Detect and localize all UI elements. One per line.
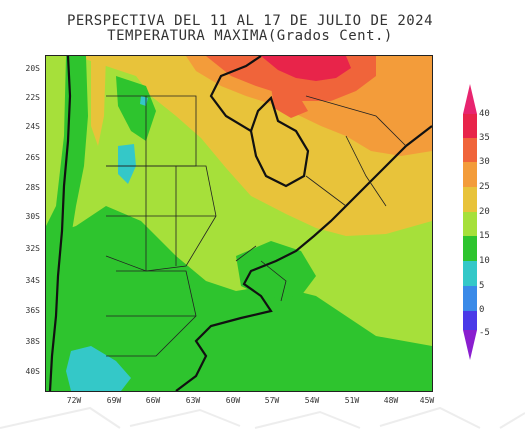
colorbar-band-0 xyxy=(463,311,477,330)
lat-label: 24S xyxy=(25,122,40,131)
colorbar-band-40 xyxy=(463,114,477,138)
lon-label: 72W xyxy=(66,396,82,405)
field-red xyxy=(261,56,351,81)
lon-label: 69W xyxy=(106,396,122,405)
lon-label: 60W xyxy=(225,396,241,405)
colorbar-label: 25 xyxy=(479,182,490,192)
colorbar-top-arrow xyxy=(463,84,477,114)
lat-label: 30S xyxy=(25,212,40,221)
colorbar-label: 5 xyxy=(479,281,485,291)
field-cyan-north xyxy=(118,144,136,184)
temperature-map xyxy=(45,55,433,392)
map-title-line2: TEMPERATURA MAXIMA(Grados Cent.) xyxy=(107,28,393,44)
lon-label: 45W xyxy=(419,396,435,405)
lon-label: 63W xyxy=(185,396,201,405)
lat-label: 32S xyxy=(25,244,40,253)
colorbar-label: 30 xyxy=(479,157,490,167)
colorbar-label: 0 xyxy=(479,305,485,315)
field-green-south xyxy=(46,206,432,391)
lon-label: 51W xyxy=(344,396,360,405)
field-red-inner xyxy=(271,86,308,118)
colorbar-bottom-arrow xyxy=(463,330,477,360)
field-cyan-south xyxy=(66,346,131,391)
field-yellow-west xyxy=(91,56,106,146)
colorbar-label: -5 xyxy=(479,328,490,338)
map-coastlines xyxy=(48,56,432,391)
map-provinces xyxy=(105,95,407,357)
field-green-uruguay xyxy=(236,241,316,298)
colorbar-band-20 xyxy=(463,212,477,236)
colorbar-label: 40 xyxy=(479,109,490,119)
watermark-logo xyxy=(0,406,525,429)
colorbar-label: 20 xyxy=(479,207,490,217)
lon-label: 57W xyxy=(264,396,280,405)
colorbar-band-35 xyxy=(463,138,477,162)
colorbar-band-10 xyxy=(463,261,477,286)
colorbar-label: 15 xyxy=(479,231,490,241)
lon-label: 48W xyxy=(383,396,399,405)
colorbar-label: 10 xyxy=(479,256,490,266)
lat-label: 26S xyxy=(25,153,40,162)
colorbar-band-5 xyxy=(463,286,477,311)
lat-label: 38S xyxy=(25,337,40,346)
lat-label: 36S xyxy=(25,306,40,315)
colorbar-label: 35 xyxy=(479,133,490,143)
lat-label: 20S xyxy=(25,64,40,73)
colorbar-band-25 xyxy=(463,187,477,212)
lat-label: 40S xyxy=(25,367,40,376)
colorbar-band-15 xyxy=(463,236,477,261)
colorbar-band-30 xyxy=(463,162,477,187)
map-title-line1: PERSPECTIVA DEL 11 AL 17 DE JULIO DE 202… xyxy=(66,13,434,29)
lat-label: 34S xyxy=(25,276,40,285)
colorbar xyxy=(463,84,477,360)
lon-label: 54W xyxy=(304,396,320,405)
field-pacific xyxy=(46,56,66,226)
lat-label: 28S xyxy=(25,183,40,192)
lon-label: 66W xyxy=(145,396,161,405)
lat-label: 22S xyxy=(25,93,40,102)
